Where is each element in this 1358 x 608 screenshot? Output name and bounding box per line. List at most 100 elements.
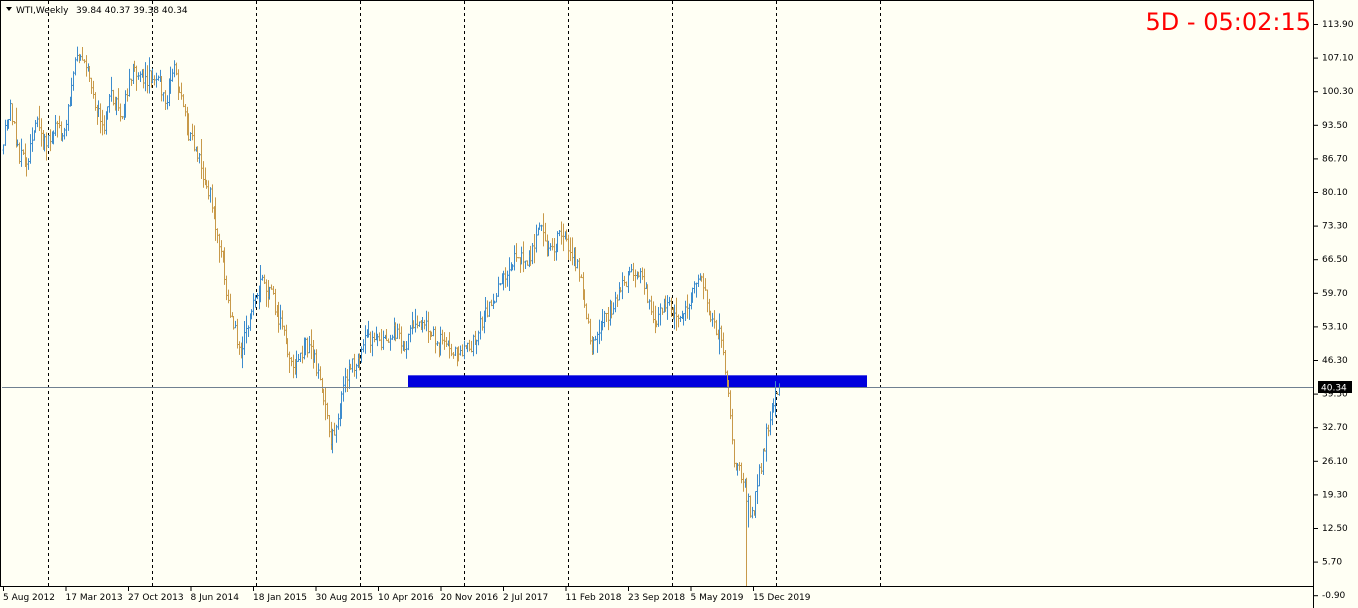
ohlc-bar xyxy=(38,105,41,132)
ohlc-bar xyxy=(88,65,91,83)
ohlc-bar xyxy=(2,144,5,155)
ohlc-bar xyxy=(200,139,203,179)
ohlc-bar xyxy=(504,267,507,288)
ohlc-bar xyxy=(652,301,655,324)
ohlc-bar xyxy=(263,274,266,285)
ohlc-bar xyxy=(58,115,61,129)
ohlc-bar xyxy=(468,339,471,352)
ohlc-bar xyxy=(513,245,516,271)
ohlc-bar xyxy=(83,59,86,64)
ohlc-bar xyxy=(94,92,97,111)
ohlc-bar xyxy=(475,339,478,355)
ohlc-bar xyxy=(607,306,610,331)
ohlc-bar xyxy=(427,311,430,343)
ohlc-bar xyxy=(29,134,32,164)
ohlc-bar xyxy=(238,341,241,355)
ohlc-bar xyxy=(274,288,277,316)
ohlc-bar xyxy=(522,241,525,273)
ohlc-bar xyxy=(126,88,129,102)
y-tick-label: 113.90 xyxy=(1322,20,1354,30)
ohlc-bar xyxy=(261,274,264,281)
ohlc-bar xyxy=(515,243,518,262)
x-tick-label: 17 Mar 2013 xyxy=(66,593,123,603)
ohlc-bar xyxy=(349,363,352,370)
ohlc-bar xyxy=(457,346,460,362)
ohlc-bar xyxy=(369,331,372,353)
ohlc-bar xyxy=(97,100,100,117)
ohlc-bar xyxy=(317,363,320,379)
ohlc-bar xyxy=(173,60,176,78)
ohlc-bar xyxy=(67,103,70,131)
ohlc-bar xyxy=(461,344,464,357)
ohlc-bar xyxy=(193,125,196,152)
x-tick-label: 11 Feb 2018 xyxy=(566,593,622,603)
ohlc-bar xyxy=(585,303,588,320)
y-tick-label: 100.30 xyxy=(1322,87,1354,97)
ohlc-bar xyxy=(236,318,239,349)
ohlc-bar xyxy=(299,352,302,362)
ohlc-bar xyxy=(18,142,21,164)
ohlc-bar xyxy=(218,233,221,263)
ohlc-bar xyxy=(657,307,660,327)
ohlc-bar xyxy=(409,325,412,343)
ohlc-bar xyxy=(695,282,698,298)
ohlc-bar xyxy=(646,284,649,304)
ohlc-bar xyxy=(398,323,401,340)
chart-header: WTI,Weekly 39.84 40.37 39.38 40.34 xyxy=(6,6,188,16)
ohlc-bar xyxy=(225,275,228,301)
ohlc-bar xyxy=(720,325,723,348)
ohlc-bar xyxy=(162,92,165,102)
ohlc-bar xyxy=(308,335,311,354)
x-tick-label: 2 Jul 2017 xyxy=(503,593,548,603)
ohlc-bar xyxy=(538,222,541,230)
ohlc-bar xyxy=(259,265,262,303)
ohlc-bar xyxy=(767,424,770,437)
ohlc-bar xyxy=(178,86,181,94)
ohlc-bar xyxy=(733,439,736,468)
ohlc-bar xyxy=(639,268,642,284)
y-tick-label: 59.70 xyxy=(1322,289,1348,299)
ohlc-bar xyxy=(7,118,10,129)
ohlc-bar xyxy=(594,335,597,341)
ohlc-bar xyxy=(421,317,424,333)
ohlc-bar xyxy=(241,336,244,369)
ohlc-bar xyxy=(416,315,419,329)
ohlc-bar xyxy=(742,472,745,492)
ohlc-bar xyxy=(432,326,435,337)
ohlc-bar xyxy=(486,300,489,318)
ohlc-bar xyxy=(603,310,606,328)
ohlc-bar xyxy=(439,326,442,356)
ohlc-bar xyxy=(763,448,766,452)
support-zone[interactable] xyxy=(408,375,867,388)
ohlc-bar xyxy=(553,238,556,262)
ohlc-bar xyxy=(36,116,39,128)
ohlc-bar xyxy=(25,157,28,177)
ohlc-bar xyxy=(331,428,334,454)
ohlc-bar xyxy=(340,391,343,419)
ohlc-bar xyxy=(596,331,599,353)
ohlc-bar xyxy=(623,275,626,286)
ohlc-bar xyxy=(74,57,77,76)
ohlc-bar xyxy=(691,287,694,303)
ohlc-bar xyxy=(211,184,214,213)
ohlc-bar xyxy=(436,341,439,346)
x-tick-label: 5 May 2019 xyxy=(691,593,744,603)
ohlc-bar xyxy=(589,318,592,345)
ohlc-bar xyxy=(124,90,127,118)
ohlc-bar xyxy=(673,304,676,330)
ohlc-bar xyxy=(558,230,561,237)
header-dropdown-icon[interactable] xyxy=(6,7,12,11)
y-tick-label: 86.70 xyxy=(1322,154,1348,164)
ohlc-bar xyxy=(198,152,201,164)
ohlc-bar xyxy=(256,292,259,300)
ohlc-bar xyxy=(209,187,212,203)
ohlc-bar xyxy=(574,246,577,272)
ohlc-bar xyxy=(394,322,397,342)
ohlc-bar xyxy=(214,197,217,241)
ohlc-bar xyxy=(272,286,275,295)
ohlc-bar xyxy=(641,267,644,280)
ohlc-bar xyxy=(619,287,622,293)
ohlc-bar xyxy=(189,132,192,141)
ohlc-bar xyxy=(16,139,19,147)
ohlc-bar xyxy=(729,390,732,420)
